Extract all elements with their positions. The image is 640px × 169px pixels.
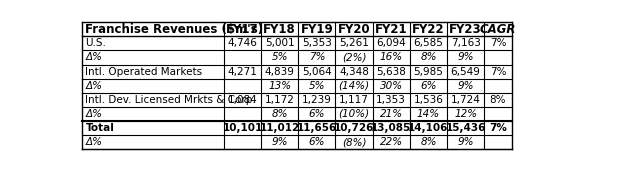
- Text: 8%: 8%: [271, 109, 288, 119]
- Text: FY20: FY20: [338, 23, 371, 36]
- Text: Δ%: Δ%: [86, 81, 102, 91]
- Text: U.S.: U.S.: [86, 38, 106, 48]
- Text: 1,172: 1,172: [265, 95, 294, 105]
- Text: (10%): (10%): [339, 109, 370, 119]
- Text: 11,012: 11,012: [259, 123, 300, 133]
- Text: CAGR: CAGR: [480, 23, 516, 36]
- Text: 21%: 21%: [380, 109, 403, 119]
- Text: 12%: 12%: [454, 109, 477, 119]
- Text: Δ%: Δ%: [86, 53, 102, 63]
- Text: 13%: 13%: [268, 81, 291, 91]
- Text: 8%: 8%: [420, 137, 436, 147]
- Text: 6,585: 6,585: [413, 38, 444, 48]
- Text: 6,094: 6,094: [376, 38, 406, 48]
- Text: (8%): (8%): [342, 137, 366, 147]
- Text: 7%: 7%: [490, 38, 506, 48]
- Text: 4,271: 4,271: [227, 67, 257, 77]
- Text: Franchise Revenues ($m's): Franchise Revenues ($m's): [86, 23, 264, 36]
- Text: FY17: FY17: [226, 23, 259, 36]
- Text: 1,353: 1,353: [376, 95, 406, 105]
- Text: 5,001: 5,001: [265, 38, 294, 48]
- Text: FY21: FY21: [375, 23, 408, 36]
- Text: 8%: 8%: [490, 95, 506, 105]
- Text: 7%: 7%: [490, 67, 506, 77]
- Text: FY22: FY22: [412, 23, 445, 36]
- Text: 16%: 16%: [380, 53, 403, 63]
- Text: 5%: 5%: [271, 53, 288, 63]
- Text: Δ%: Δ%: [86, 137, 102, 147]
- Text: 22%: 22%: [380, 137, 403, 147]
- Text: 4,746: 4,746: [227, 38, 257, 48]
- Text: 11,656: 11,656: [297, 123, 337, 133]
- Text: 1,084: 1,084: [228, 95, 257, 105]
- Text: 6%: 6%: [420, 81, 436, 91]
- Text: FY23: FY23: [449, 23, 482, 36]
- Text: Intl. Dev. Licensed Mrkts & Corp.: Intl. Dev. Licensed Mrkts & Corp.: [86, 95, 256, 105]
- Text: 5,261: 5,261: [339, 38, 369, 48]
- Text: 9%: 9%: [458, 81, 474, 91]
- Text: 1,239: 1,239: [302, 95, 332, 105]
- Text: 4,348: 4,348: [339, 67, 369, 77]
- Text: 7,163: 7,163: [451, 38, 481, 48]
- Text: 1,724: 1,724: [451, 95, 481, 105]
- Text: 15,436: 15,436: [445, 123, 486, 133]
- Text: 6%: 6%: [308, 109, 325, 119]
- Text: Total: Total: [86, 123, 115, 133]
- Text: 6,549: 6,549: [451, 67, 481, 77]
- Text: FY19: FY19: [300, 23, 333, 36]
- Text: FY18: FY18: [263, 23, 296, 36]
- Text: 5,353: 5,353: [302, 38, 332, 48]
- Text: 9%: 9%: [271, 137, 288, 147]
- Text: 10,101: 10,101: [222, 123, 262, 133]
- Text: 6%: 6%: [308, 137, 325, 147]
- Text: 5,985: 5,985: [413, 67, 444, 77]
- Text: 4,839: 4,839: [265, 67, 294, 77]
- Text: 7%: 7%: [308, 53, 325, 63]
- Text: 9%: 9%: [458, 137, 474, 147]
- Text: 14,106: 14,106: [408, 123, 449, 133]
- Text: (2%): (2%): [342, 53, 366, 63]
- Text: 1,536: 1,536: [413, 95, 444, 105]
- Text: (14%): (14%): [339, 81, 370, 91]
- Text: 9%: 9%: [458, 53, 474, 63]
- Text: Intl. Operated Markets: Intl. Operated Markets: [86, 67, 203, 77]
- Text: 8%: 8%: [420, 53, 436, 63]
- Text: 5%: 5%: [308, 81, 325, 91]
- Text: 10,726: 10,726: [334, 123, 374, 133]
- Text: 13,085: 13,085: [371, 123, 412, 133]
- Text: 14%: 14%: [417, 109, 440, 119]
- Text: 7%: 7%: [489, 123, 507, 133]
- Text: 1,117: 1,117: [339, 95, 369, 105]
- Text: 30%: 30%: [380, 81, 403, 91]
- Text: 5,638: 5,638: [376, 67, 406, 77]
- Text: Δ%: Δ%: [86, 109, 102, 119]
- Text: 5,064: 5,064: [302, 67, 332, 77]
